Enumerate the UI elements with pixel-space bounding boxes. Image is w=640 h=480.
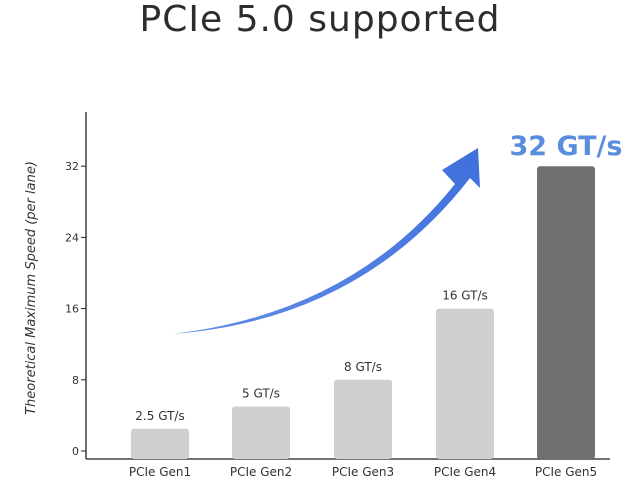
data-label-highlight: 32 GT/s <box>509 131 622 162</box>
y-tick-label: 32 <box>65 160 79 173</box>
data-label: 16 GT/s <box>442 289 488 303</box>
y-tick-label: 16 <box>65 303 79 316</box>
bars <box>131 166 595 459</box>
data-label: 2.5 GT/s <box>135 409 184 423</box>
growth-arrow-icon <box>172 148 480 334</box>
bar <box>131 428 189 459</box>
y-tick-label: 0 <box>72 445 79 458</box>
y-tick-label: 24 <box>65 231 79 244</box>
x-tick-label: PCIe Gen5 <box>535 465 597 479</box>
x-tick-label: PCIe Gen2 <box>230 465 292 479</box>
bar <box>436 308 494 459</box>
data-label: 5 GT/s <box>242 387 280 401</box>
bar <box>334 379 392 459</box>
x-tick-label: PCIe Gen3 <box>332 465 394 479</box>
y-tick-label: 8 <box>72 374 79 387</box>
bar <box>232 406 290 459</box>
labels: Theoretical Maximum Speed (per lane) PCIe… <box>24 131 623 479</box>
x-tick-label: PCIe Gen1 <box>129 465 191 479</box>
y-axis-label: Theoretical Maximum Speed (per lane) <box>24 161 39 415</box>
bar <box>537 166 595 459</box>
data-label: 8 GT/s <box>344 360 382 374</box>
chart-title: PCIe 5.0 supported <box>139 0 501 40</box>
x-tick-label: PCIe Gen4 <box>434 465 496 479</box>
